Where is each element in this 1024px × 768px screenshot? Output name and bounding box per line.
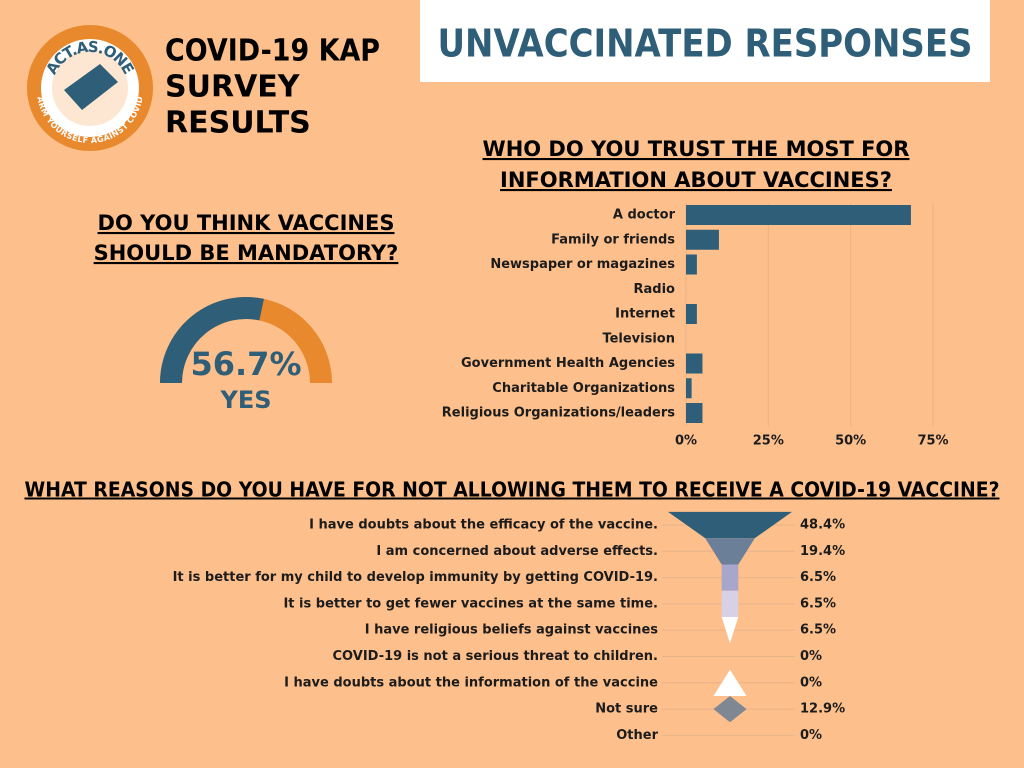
gauge-value <box>160 297 264 384</box>
funnel-value-label: 0% <box>800 728 822 743</box>
main-title: RESULTS <box>165 106 311 141</box>
chart-title: DO YOU THINK VACCINES <box>98 211 395 235</box>
y-tick-label: Charitable Organizations <box>492 381 675 396</box>
logo-band <box>27 25 153 151</box>
main-title: COVID-19 KAP <box>165 34 380 69</box>
y-tick-label: Internet <box>615 307 675 322</box>
funnel-segment <box>713 669 747 696</box>
funnel-value-label: 12.9% <box>800 702 845 717</box>
y-tick-label: Religious Organizations/leaders <box>442 406 675 421</box>
bar <box>686 378 692 399</box>
funnel-value-label: 19.4% <box>800 544 845 559</box>
funnel-label: Not sure <box>595 702 658 717</box>
funnel-label: I am concerned about adverse effects. <box>376 544 658 559</box>
y-tick-label: Television <box>602 331 675 346</box>
bar <box>686 229 719 250</box>
y-tick-label: Family or friends <box>551 232 675 247</box>
funnel-segment <box>705 538 755 565</box>
funnel-value-label: 0% <box>800 649 822 664</box>
funnel-label: I have religious beliefs against vaccine… <box>365 623 659 638</box>
chart-title: WHO DO YOU TRUST THE MOST FOR <box>483 137 910 161</box>
gauge-label: YES <box>219 386 271 414</box>
logo-icon <box>64 64 118 110</box>
x-tick-label: 25% <box>753 434 784 449</box>
x-tick-label: 50% <box>835 434 866 449</box>
bar <box>686 205 911 225</box>
bar <box>686 403 703 423</box>
funnel-label: Other <box>616 728 658 743</box>
gauge-value-label: 56.7% <box>190 345 301 383</box>
x-tick-label: 0% <box>675 434 697 449</box>
chart-title: SHOULD BE MANDATORY? <box>94 241 399 265</box>
funnel-label: It is better for my child to develop imm… <box>173 570 658 585</box>
funnel-value-label: 6.5% <box>800 570 836 585</box>
funnel-value-label: 6.5% <box>800 596 836 611</box>
banner-text: UNVACCINATED RESPONSES <box>438 22 973 66</box>
funnel-label: I have doubts about the information of t… <box>284 675 658 690</box>
funnel-value-label: 48.4% <box>800 518 845 533</box>
bar <box>686 304 697 324</box>
funnel-label: I have doubts about the efficacy of the … <box>309 518 658 533</box>
funnel-value-label: 6.5% <box>800 623 836 638</box>
funnel-segment <box>721 617 739 644</box>
funnel-segment <box>721 564 739 591</box>
y-tick-label: Radio <box>634 282 676 297</box>
main-title: SURVEY <box>165 70 301 105</box>
y-tick-label: A doctor <box>613 208 676 223</box>
funnel-segment <box>721 590 739 618</box>
y-tick-label: Government Health Agencies <box>461 356 675 371</box>
bar <box>686 353 703 374</box>
y-tick-label: Newspaper or magazines <box>490 257 675 272</box>
funnel-segment <box>668 511 792 539</box>
logo: ACT.AS.ONE ARM YOURSELF AGAINST COVID <box>27 25 153 151</box>
x-tick-label: 75% <box>917 434 948 449</box>
funnel-label: It is better to get fewer vaccines at th… <box>283 596 658 611</box>
chart-title: INFORMATION ABOUT VACCINES? <box>500 168 892 192</box>
bar <box>686 254 697 275</box>
banner <box>420 0 990 82</box>
funnel-segment <box>713 695 747 723</box>
funnel-value-label: 0% <box>800 675 822 690</box>
funnel-label: COVID-19 is not a serious threat to chil… <box>333 649 658 664</box>
chart-title: WHAT REASONS DO YOU HAVE FOR NOT ALLOWIN… <box>25 478 1000 502</box>
